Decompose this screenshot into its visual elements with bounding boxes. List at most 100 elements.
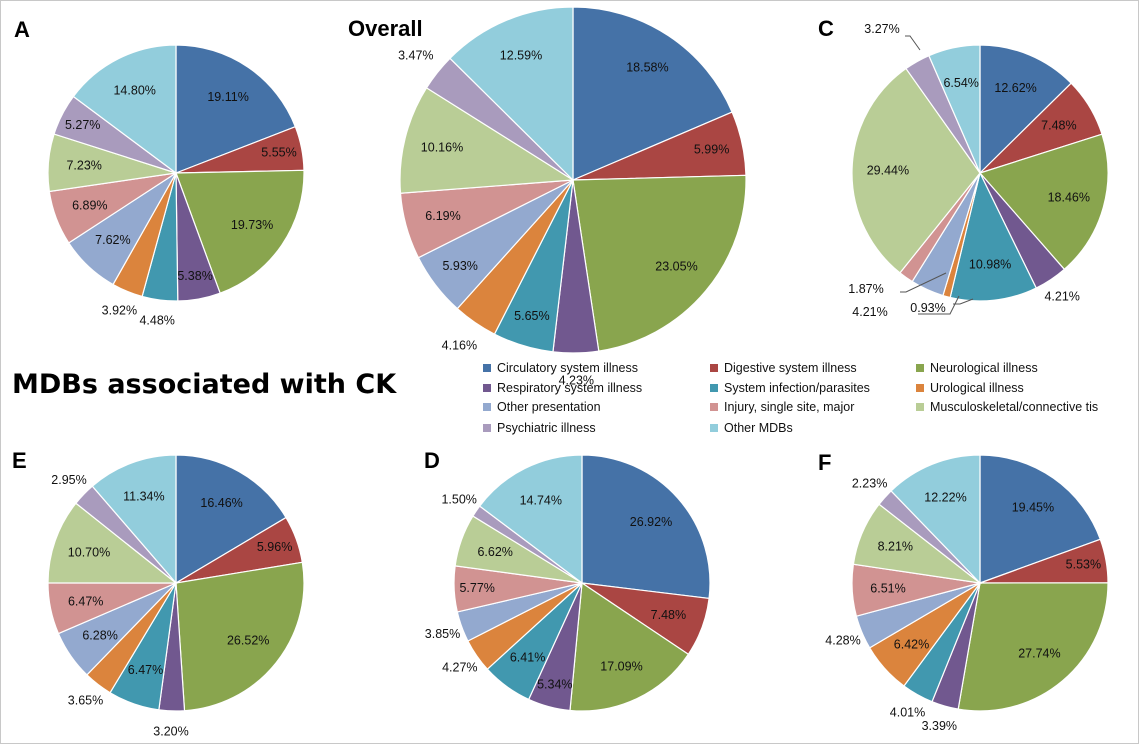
slice-label: 3.85% <box>425 627 460 641</box>
pie-slice-other-mdbs <box>72 44 177 175</box>
pie-slice-circulatory-system-illness <box>175 44 297 174</box>
legend-item: Psychiatric illness <box>483 421 596 435</box>
slice-label: 12.59% <box>500 49 542 63</box>
slice-label: 7.62% <box>95 233 130 247</box>
slice-label: 0.93% <box>910 301 945 315</box>
pie-chart-c: 12.62% 7.48% 18.46% 4.21% 10.98% 0.93% 4.21% 1.… <box>848 22 1109 319</box>
slice-label: 10.98% <box>969 258 1011 272</box>
slice-label: 6.19% <box>425 209 460 223</box>
slice-label: 5.93% <box>442 259 477 273</box>
legend-label: Injury, single site, major <box>724 400 854 414</box>
pie-slice-neurological-illness <box>957 582 1109 712</box>
pie-slice-musculoskeletal-connective-tis <box>47 502 178 584</box>
legend-swatch <box>483 403 491 411</box>
slice-label: 4.28% <box>825 633 860 647</box>
legend-swatch <box>483 384 491 392</box>
slice-label: 6.42% <box>894 638 929 652</box>
slice-label: 4.27% <box>442 660 477 674</box>
slice-label: 2.23% <box>852 477 887 491</box>
legend-label: System infection/parasites <box>724 381 870 395</box>
legend: Circulatory system illness Digestive syst… <box>483 361 1098 435</box>
slice-label: 6.47% <box>68 595 103 609</box>
slice-label: 10.16% <box>421 141 463 155</box>
slice-label: 5.65% <box>514 309 549 323</box>
slice-label: 3.39% <box>922 719 957 733</box>
slice-label: 18.58% <box>626 60 668 74</box>
legend-swatch <box>483 424 491 432</box>
legend-swatch <box>916 384 924 392</box>
slice-label: 12.62% <box>994 81 1036 95</box>
slice-label: 29.44% <box>867 163 909 177</box>
leader-line <box>900 272 947 293</box>
legend-label: Respiratory system illness <box>497 381 642 395</box>
slice-label: 5.34% <box>537 677 572 691</box>
slice-label: 4.16% <box>442 338 477 352</box>
slice-label: 8.21% <box>878 540 913 554</box>
leader-line <box>918 295 960 315</box>
pie-slice-other-mdbs <box>890 454 981 585</box>
legend-swatch <box>710 403 718 411</box>
slice-label: 4.23% <box>559 374 594 388</box>
legend-item: Other presentation <box>483 400 601 414</box>
pie-chart-overall: 18.58% 5.99% 23.05% 4.23% 5.65% 4.16% 5.93% 6.1… <box>398 6 747 388</box>
leader-line <box>905 35 921 51</box>
pie-chart-a: 19.11% 5.55% 19.73% 5.38% 4.48%3.92% 7.62% 6.8… <box>47 44 305 327</box>
legend-item: Neurological illness <box>916 361 1038 375</box>
pie-chart-e: 16.46% 5.96% 26.52% 3.20% 6.47% 3.65% 6.28% 6.4… <box>47 454 305 738</box>
slice-label: 1.50% <box>441 493 476 507</box>
slice-label: 6.54% <box>943 76 978 90</box>
slice-label: 3.92% <box>102 303 137 317</box>
legend-item: Digestive system illness <box>710 361 857 375</box>
legend-item: Musculoskeletal/connective tis <box>916 400 1098 414</box>
legend-label: Musculoskeletal/connective tis <box>930 400 1098 414</box>
slice-label: 26.92% <box>630 515 672 529</box>
slice-label: 4.21% <box>852 305 887 319</box>
slice-label: 18.46% <box>1048 191 1090 205</box>
legend-swatch <box>483 364 491 372</box>
slice-label: 6.89% <box>72 199 107 213</box>
slice-label: 5.27% <box>65 118 100 132</box>
legend-label: Digestive system illness <box>724 361 857 375</box>
slice-label: 7.23% <box>66 158 101 172</box>
pie-charts: 19.11% 5.55% 19.73% 5.38% 4.48%3.92% 7.62% 6.8… <box>47 6 1109 738</box>
slice-label: 4.01% <box>890 706 925 720</box>
slice-label: 19.11% <box>207 90 248 104</box>
legend-label: Psychiatric illness <box>497 421 596 435</box>
slice-label: 3.27% <box>864 22 899 36</box>
slice-label: 6.28% <box>82 628 117 642</box>
pie-chart-d: 26.92% 7.48% 17.09% 5.34% 6.41% 4.27% 3.85% 5.7… <box>425 454 711 712</box>
slice-label: 3.47% <box>398 48 433 62</box>
slice-label: 23.05% <box>655 260 697 274</box>
slice-label: 14.74% <box>520 494 562 508</box>
slice-label: 7.48% <box>1041 118 1076 132</box>
pie-slice-circulatory-system-illness <box>175 454 287 585</box>
slice-label: 1.87% <box>848 282 883 296</box>
pie-slice-neurological-illness <box>175 561 305 712</box>
panel-title-e: E <box>12 448 27 473</box>
legend-label: Other MDBs <box>724 421 793 435</box>
slice-label: 6.51% <box>870 581 905 595</box>
pie-slice-musculoskeletal-connective-tis <box>851 67 981 274</box>
slice-label: 14.80% <box>113 84 155 98</box>
pie-slice-circulatory-system-illness <box>979 454 1102 584</box>
slice-label: 5.53% <box>1066 558 1101 572</box>
slice-label: 5.55% <box>261 146 296 160</box>
slice-label: 19.45% <box>1012 501 1054 515</box>
legend-swatch <box>710 424 718 432</box>
slice-label: 6.41% <box>510 650 545 664</box>
slice-label: 10.70% <box>68 546 110 560</box>
legend-label: Circulatory system illness <box>497 361 638 375</box>
legend-item: Circulatory system illness <box>483 361 638 375</box>
legend-item: Other MDBs <box>710 421 793 435</box>
pie-slice-system-infection-parasites <box>949 171 1038 302</box>
legend-swatch <box>710 364 718 372</box>
pie-slice-other-mdbs <box>928 44 981 174</box>
pie-slice-other-mdbs <box>449 6 574 182</box>
panel-title-c: C <box>818 16 834 41</box>
legend-swatch <box>710 384 718 392</box>
slice-label: 11.34% <box>123 490 164 504</box>
panel-title-overall: Overall <box>348 16 423 41</box>
legend-swatch <box>916 364 924 372</box>
legend-label: Neurological illness <box>930 361 1038 375</box>
slice-label: 5.96% <box>257 540 292 554</box>
